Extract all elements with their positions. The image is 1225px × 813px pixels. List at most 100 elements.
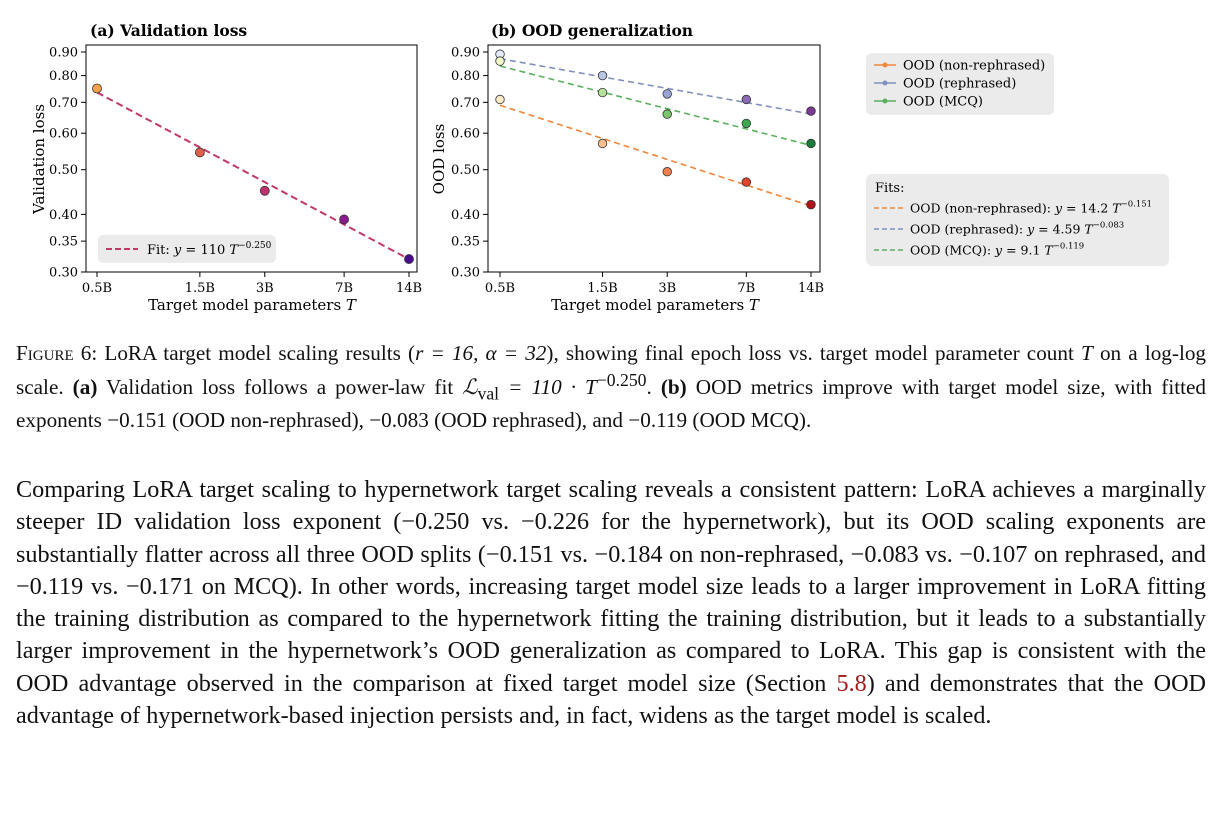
panel-a-validation-loss: (a) Validation loss 0.5B 1.5B 3B 7B 14B0.300…: [30, 21, 422, 314]
panel-b-data-point: [806, 138, 816, 149]
panel-b-data-point: [741, 118, 752, 129]
panel-a-y-tick-label: 0.60: [49, 127, 78, 142]
panel-b-y-tick-label: 0.90: [451, 46, 480, 61]
panel-b-ticks: 0.5B 1.5B 3B 7B 14B 0.30 0.35 0.40 0.50 0.60 0.70 0…: [451, 46, 824, 297]
panel-b-y-tick-label: 0.80: [451, 69, 480, 84]
panel-a-y-axis-label: Validation loss: [30, 104, 48, 215]
panel-b-x-tick-label: 14B: [798, 281, 824, 296]
panel-b-data-point: [741, 177, 752, 187]
series-legend-items: OOD (non-rephrased) OOD (rephrased) OOD (M…: [874, 59, 1045, 110]
panel-b-data-point: [495, 94, 505, 105]
fits-legend-items: OOD (non-rephrased): y = 14.2 T−0.151 OOD…: [874, 200, 1152, 258]
panel-b-x-tick-label: 7B: [737, 281, 755, 296]
panel-b-x-tick-label: 3B: [658, 281, 676, 296]
panel-a-y-tick-label: 0.30: [49, 266, 78, 281]
panel-b-axes-frame: [487, 44, 821, 273]
series-legend-label: OOD (non-rephrased): [903, 59, 1045, 74]
panel-b-data-point: [741, 94, 752, 105]
caption-label: Figure 6:: [16, 341, 98, 365]
figure-6: (a) Validation loss 0.5B 1.5B 3B 7B 14B0.300…: [30, 21, 1169, 314]
figure-caption: Figure 6: LoRA target model scaling resu…: [16, 340, 1206, 434]
panel-a-legend-box: [98, 235, 276, 263]
series-legend: OOD (non-rephrased) OOD (rephrased) OOD (M…: [866, 53, 1054, 115]
caption-math-3: ℒ: [462, 375, 478, 400]
panel-a-data-point: [92, 83, 102, 94]
panel-b-title: (b) OOD generalization: [491, 21, 693, 40]
fits-legend-label: OOD (rephrased): y = 4.59 T−0.083: [910, 221, 1124, 237]
series-legend-label: OOD (rephrased): [903, 77, 1016, 92]
panel-a-ticks: 0.5B 1.5B 3B 7B 14B 0.30 0.35 0.40 0.50 0.60 0.70 0…: [49, 46, 422, 297]
fits-legend-label: OOD (non-rephrased): y = 14.2 T−0.151: [910, 200, 1152, 216]
panel-a-data-point: [339, 214, 349, 225]
panel-b-x-axis-label: Target model parameters T: [551, 296, 760, 314]
panel-a-x-tick-label: 0.5B: [82, 281, 112, 296]
panel-b-y-axis-label: OOD loss: [430, 124, 448, 195]
fits-legend-label: OOD (MCQ): y = 9.1 T−0.119: [910, 242, 1084, 258]
fits-legend: Fits: OOD (non-rephrased): y = 14.2 T−0.…: [866, 174, 1169, 266]
caption-text-2: ), showing final epoch loss vs. target m…: [546, 341, 1082, 365]
fits-legend-box: [866, 174, 1169, 266]
panel-b-data-point: [662, 89, 672, 99]
panel-a-x-tick-label: 7B: [335, 281, 353, 296]
panel-b-fit-line: [499, 104, 812, 207]
series-legend-marker: [882, 98, 888, 104]
panel-a-data-point: [404, 254, 414, 264]
body-text-1: Comparing LoRA target scaling to hyperne…: [16, 476, 1206, 697]
fits-legend-title: Fits:: [875, 181, 904, 196]
panel-a-y-tick-label: 0.70: [49, 96, 78, 111]
panel-a-x-axis-label: Target model parameters T: [148, 296, 357, 314]
panel-a-y-tick-label: 0.90: [49, 46, 78, 61]
panel-a-y-tick-label: 0.40: [49, 208, 78, 223]
panel-b-data-point: [806, 106, 816, 116]
caption-text-6: OOD metrics improve with target model si…: [16, 375, 1206, 433]
panel-a-x-tick-label: 1.5B: [185, 281, 215, 296]
panel-a-points: [92, 83, 414, 264]
series-legend-label: OOD (MCQ): [903, 95, 983, 110]
panel-b-data-point: [662, 167, 672, 177]
caption-bold-b: (b): [660, 375, 687, 400]
panel-b-y-tick-label: 0.50: [451, 163, 480, 178]
panel-b-fit-line: [499, 57, 812, 115]
panel-b-x-tick-label: 1.5B: [587, 281, 617, 296]
panel-b-data-point: [597, 87, 608, 98]
panel-a-y-tick-label: 0.50: [49, 163, 78, 178]
body-text-2: ) and demonstrates that the OOD advantag…: [16, 669, 1207, 730]
panel-b-y-tick-label: 0.70: [451, 96, 480, 111]
panel-a-y-tick-label: 0.35: [49, 235, 78, 250]
caption-text-5: .: [646, 375, 661, 400]
caption-math-3-sub: val: [477, 383, 500, 404]
series-legend-marker: [882, 62, 888, 68]
panel-a-data-point: [194, 147, 205, 158]
panel-b-x-tick-label: 0.5B: [485, 281, 515, 296]
panel-b-fit-line: [499, 65, 812, 147]
panel-b-y-tick-label: 0.60: [451, 127, 480, 142]
panel-b-fit-lines: [499, 57, 812, 207]
caption-text-3: on a log-log scale.: [16, 341, 1207, 400]
panel-b-points: [495, 49, 816, 210]
caption-math-3-sup: −0.250: [596, 370, 647, 390]
caption-bold-a: (a): [72, 375, 98, 400]
panel-a-fit-line: [96, 91, 410, 261]
caption-text-4: Validation loss follows a power-law fit: [97, 375, 463, 400]
caption-text-1: LoRA target model scaling results (: [97, 341, 416, 365]
panel-b-data-point: [597, 138, 608, 149]
panel-b-data-point: [495, 56, 505, 66]
panel-b-y-tick-label: 0.35: [451, 235, 480, 250]
caption-math-3-rest: = 110 · T: [499, 375, 597, 400]
panel-b-y-tick-label: 0.40: [451, 208, 480, 223]
panel-a-x-tick-label: 3B: [256, 281, 274, 296]
caption-math-1: r = 16, α = 32: [415, 341, 547, 365]
panel-a-legend: Fit: y = 110 T−0.250: [98, 235, 276, 263]
panel-b-data-point: [662, 109, 672, 119]
panel-a-data-point: [259, 185, 270, 196]
panel-b-ood-generalization: (b) OOD generalization 0.5B 1.5B 3B 7B 14B 0.…: [430, 21, 824, 314]
series-legend-box: [866, 53, 1054, 115]
panel-a-title: (a) Validation loss: [90, 21, 247, 40]
panel-a-axes-frame: [85, 44, 418, 273]
caption-math-2: T: [1081, 341, 1093, 365]
section-reference-link[interactable]: 5.8: [836, 669, 867, 697]
series-legend-marker: [882, 80, 888, 86]
panel-a-y-tick-label: 0.80: [49, 69, 78, 84]
panel-a-x-tick-label: 14B: [396, 281, 422, 296]
panel-b-data-point: [806, 199, 816, 210]
